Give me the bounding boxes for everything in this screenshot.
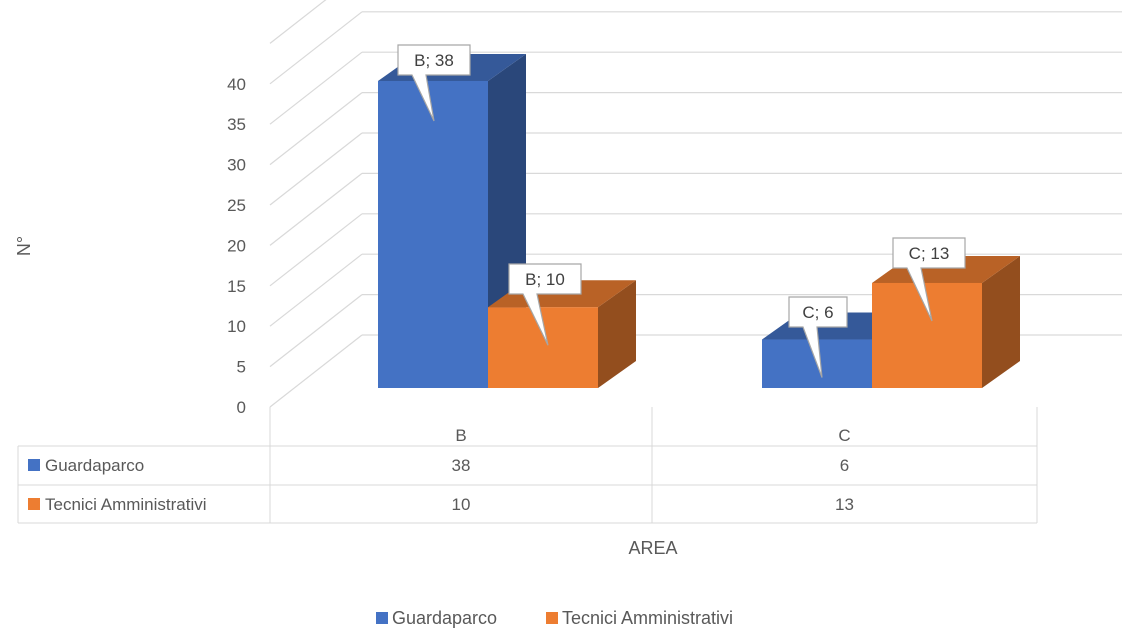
- table-cell: 6: [840, 456, 849, 475]
- table-header-cell: C: [838, 426, 850, 445]
- data-label: C; 6: [802, 303, 833, 322]
- table-header-cell: B: [455, 426, 466, 445]
- y-tick-label: 0: [237, 398, 246, 417]
- y-tick-label: 30: [227, 156, 246, 175]
- y-tick-label: 35: [227, 115, 246, 134]
- data-label: B; 10: [525, 270, 565, 289]
- data-label-callout: [788, 296, 848, 378]
- gridline-diagonal: [269, 172, 363, 246]
- chart-legend: Guardaparco Tecnici Amministrativi: [376, 608, 733, 628]
- bar-0-0: [378, 80, 488, 389]
- table-legend-key: [28, 459, 40, 471]
- data-label: B; 38: [414, 51, 454, 70]
- gridline-diagonal: [269, 334, 363, 408]
- x-axis-title: AREA: [628, 538, 677, 558]
- data-label-callout: [397, 44, 471, 122]
- y-tick-label: 10: [227, 317, 246, 336]
- gridline-diagonal: [269, 0, 327, 44]
- gridline-diagonal: [269, 92, 363, 166]
- gridline-diagonal: [269, 213, 363, 287]
- data-labels: B; 38 B; 10 C; 6 C; 13: [397, 44, 966, 378]
- y-tick-label: 25: [227, 196, 246, 215]
- bar-side-1-0: [598, 280, 636, 388]
- y-tick-label: 40: [227, 75, 246, 94]
- legend-label: Guardaparco: [392, 608, 497, 628]
- gridline-diagonal: [269, 11, 363, 85]
- y-tick-label: 5: [237, 358, 246, 377]
- table-row-label: Tecnici Amministrativi: [45, 495, 207, 514]
- data-table: B C Guardaparco 38 6 Tecnici Amministrativi 10…: [17, 407, 1038, 524]
- bar-side-1-1: [982, 255, 1020, 388]
- table-cell: 10: [452, 495, 471, 514]
- gridline-diagonal: [269, 294, 363, 368]
- y-axis-ticks: 0 5 10 15 20 25 30 35 40: [227, 75, 246, 417]
- table-row-label: Guardaparco: [45, 456, 144, 475]
- y-tick-label: 15: [227, 277, 246, 296]
- data-label: C; 13: [909, 244, 950, 263]
- data-label-callout: [892, 237, 966, 322]
- legend-swatch: [546, 612, 558, 624]
- legend-label: Tecnici Amministrativi: [562, 608, 733, 628]
- gridline-diagonal: [269, 253, 363, 327]
- gridline-diagonal: [269, 51, 363, 125]
- y-axis-title: N°: [14, 236, 34, 256]
- gridline-diagonal: [269, 132, 363, 206]
- y-tick-label: 20: [227, 236, 246, 255]
- table-legend-key: [28, 498, 40, 510]
- chart-bars: [378, 53, 1020, 389]
- table-cell: 38: [452, 456, 471, 475]
- data-label-callout: [508, 263, 582, 346]
- legend-swatch: [376, 612, 388, 624]
- table-cell: 13: [835, 495, 854, 514]
